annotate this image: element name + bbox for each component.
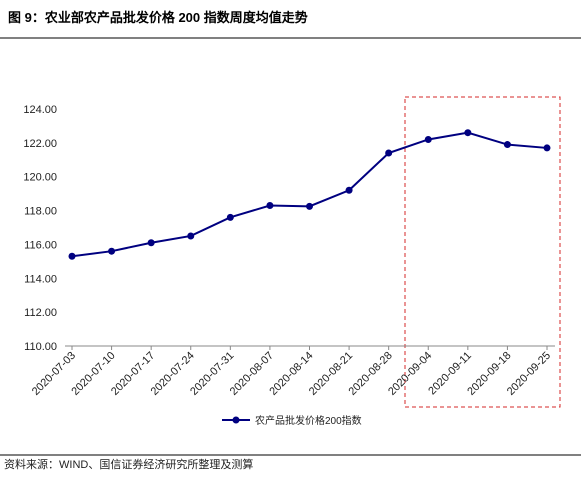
y-tick-label: 114.00	[24, 273, 57, 285]
highlight-box	[404, 96, 561, 408]
y-tick-label: 120.00	[23, 172, 57, 184]
data-point	[306, 202, 313, 210]
y-tick-label: 112.00	[24, 307, 57, 319]
y-tick-label: 118.00	[24, 206, 57, 218]
data-point	[424, 135, 432, 143]
data-point	[385, 149, 393, 157]
source-note: 资料来源：WIND、国信证券经济研究所整理及测算	[4, 457, 253, 471]
legend-label: 农产品批发价格200指数	[255, 414, 362, 427]
y-tick-label: 116.00	[24, 239, 57, 251]
legend-marker	[232, 416, 240, 424]
data-point	[543, 144, 551, 152]
data-point	[266, 201, 274, 209]
y-tick-label: 124.00	[23, 104, 57, 116]
data-point	[68, 252, 76, 260]
chart-title: 图 9：农业部农产品批发价格 200 指数周度均值走势	[8, 10, 308, 25]
series-line	[71, 131, 548, 258]
data-point	[108, 247, 116, 255]
data-point	[464, 129, 472, 137]
data-point	[345, 186, 353, 194]
data-point	[503, 141, 511, 149]
data-point	[226, 213, 234, 221]
data-point	[187, 232, 195, 240]
y-tick-label: 110.00	[24, 341, 57, 353]
data-point	[147, 239, 155, 247]
y-tick-label: 122.00	[23, 138, 57, 150]
